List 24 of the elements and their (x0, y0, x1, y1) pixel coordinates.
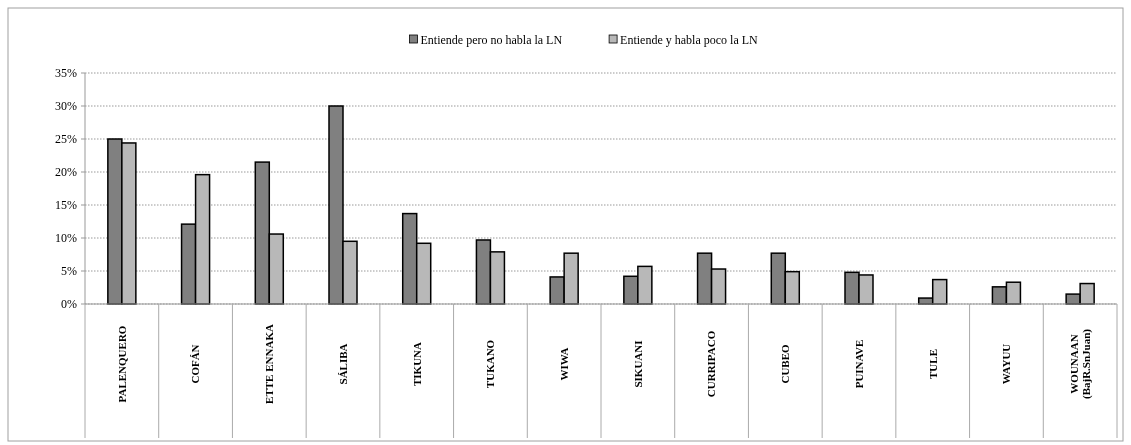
x-tick-label: SIKUANI (631, 340, 644, 388)
x-tick-label: ETTE ENNAKA (263, 324, 276, 404)
y-tick-label: 25% (55, 132, 77, 147)
x-tick-label: WAYUU (1000, 343, 1013, 385)
y-tick-label: 10% (55, 231, 77, 246)
x-tick-label: TULE (926, 349, 939, 379)
y-tick-label: 20% (55, 165, 77, 180)
x-tick-label: WOUNAAN (BajR.SnJuan) (1067, 328, 1094, 399)
y-tick-label: 15% (55, 198, 77, 213)
x-tick-label: CUBEO (779, 344, 792, 384)
x-tick-label: CURRIPACO (705, 330, 718, 398)
x-tick-label: COFÁN (189, 344, 202, 384)
x-tick-label: TUKANO (484, 339, 497, 389)
x-tick-label: PUINAVE (852, 339, 865, 389)
legend-label: Entiende pero no habla la LN (420, 33, 563, 48)
y-tick-label: 30% (55, 99, 77, 114)
x-tick-label: SÁLIBA (336, 343, 349, 385)
legend-label: Entiende y habla poco la LN (620, 33, 759, 48)
x-tick-label: TIKUNA (410, 341, 423, 387)
x-tick-label: PALENQUERO (115, 325, 128, 403)
y-tick-label: 35% (55, 66, 77, 81)
x-tick-label: WIWA (557, 347, 570, 381)
y-tick-label: 5% (61, 264, 77, 279)
y-tick-label: 0% (61, 297, 77, 312)
